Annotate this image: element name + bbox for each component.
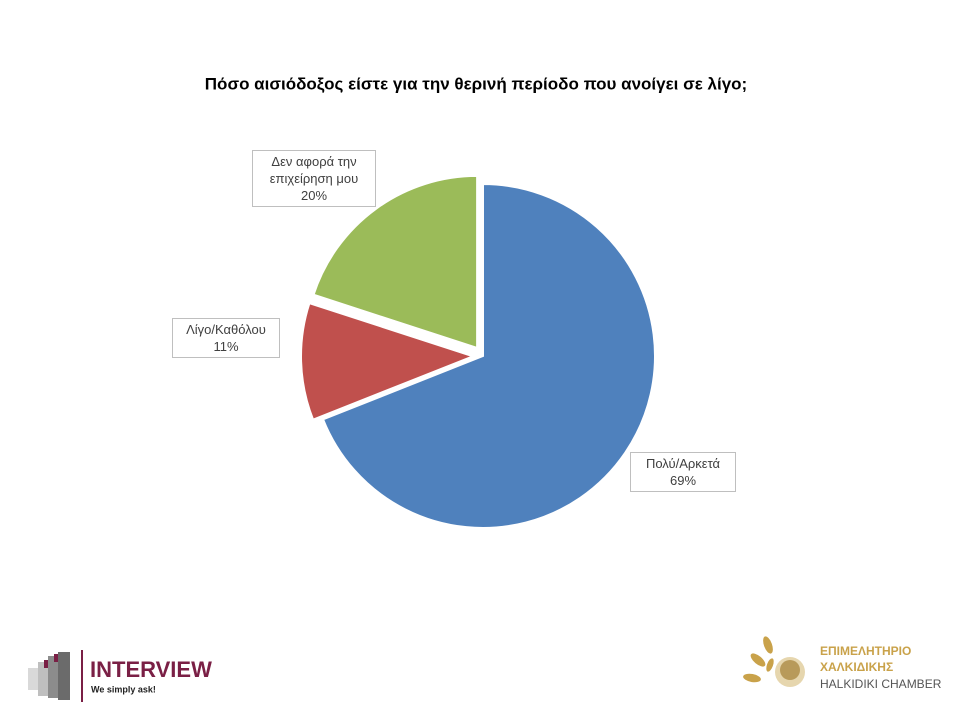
label-category: Δεν αφορά την επιχείρηση μου: [269, 154, 359, 186]
data-label: Λίγο/Καθόλου 11%: [172, 318, 280, 358]
brand-name: INTERVIEW: [90, 657, 212, 682]
chamber-line1: ΕΠΙΜΕΛΗΤΗΡΙΟ: [820, 644, 911, 658]
brand-tagline: We simply ask!: [91, 684, 156, 694]
label-category: Λίγο/Καθόλου: [186, 322, 266, 337]
chamber-line3: HALKIDIKI CHAMBER: [820, 677, 942, 691]
interview-logo: [28, 650, 83, 702]
data-label: Δεν αφορά την επιχείρηση μου 20%: [252, 150, 376, 207]
label-category: Πολύ/Αρκετά: [645, 456, 721, 471]
pie-slice: [300, 301, 476, 421]
chamber-logo: [743, 636, 805, 687]
label-value: 69%: [669, 473, 697, 488]
label-value: 20%: [300, 188, 328, 203]
pie-slice: [321, 182, 656, 529]
chart-title: Πόσο αισιόδοξος είστε για την θερινή περ…: [205, 74, 747, 93]
chamber-line2: ΧΑΛΚΙΔΙΚΗΣ: [820, 660, 893, 674]
label-value: 11%: [213, 339, 239, 354]
pie-slice: [312, 174, 479, 350]
data-label: Πολύ/Αρκετά 69%: [630, 452, 736, 492]
